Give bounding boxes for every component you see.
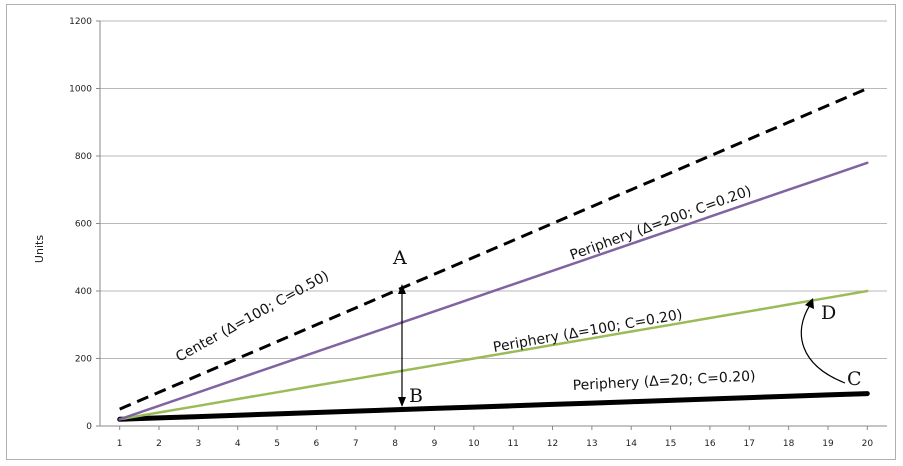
series-lines (117, 87, 870, 422)
x-tick-label: 3 (196, 439, 202, 449)
label-periphery-20: Periphery (Δ=20; C=0.20) (572, 368, 756, 394)
x-tick-label: 15 (665, 439, 676, 449)
y-tick-label: 400 (75, 287, 92, 297)
x-tick-label: 17 (744, 439, 755, 449)
chart-frame: 0 200 400 600 800 1000 1200 1 2 3 4 5 6 7 8 9 10 11 12 13 1… (6, 4, 896, 460)
label-periphery-100: Periphery (Δ=100; C=0.20) (492, 307, 684, 356)
ab-arrow-head-top (398, 284, 406, 294)
y-tick-label: 1000 (69, 85, 92, 95)
label-point-a: A (392, 247, 407, 269)
series-line-1 (118, 161, 869, 421)
y-tick-label: 1200 (69, 17, 92, 27)
label-point-d: D (821, 302, 836, 324)
y-axis-label: Units (33, 235, 46, 263)
x-tick-label: 10 (468, 439, 480, 449)
x-tick-label: 6 (314, 439, 320, 449)
x-tick-label: 8 (392, 439, 398, 449)
grid-lines (100, 20, 887, 359)
y-tick-label: 800 (75, 152, 92, 162)
x-tick-label: 9 (432, 439, 438, 449)
x-tick-label: 2 (156, 439, 162, 449)
axes (96, 20, 887, 430)
series-line-3 (117, 391, 870, 422)
y-tick-labels: 0 200 400 600 800 1000 1200 (69, 17, 92, 432)
label-point-c: C (847, 368, 862, 390)
series-line-0 (119, 87, 868, 411)
cd-arrow-head (805, 298, 814, 309)
x-tick-labels: 1 2 3 4 5 6 7 8 9 10 11 12 13 14 15 16 17 18 19 20 (117, 439, 874, 449)
series-line-2 (118, 289, 869, 421)
x-tick-label: 20 (862, 439, 874, 449)
x-tick-label: 1 (117, 439, 123, 449)
x-tick-label: 19 (822, 439, 834, 449)
x-tick-label: 18 (783, 439, 795, 449)
x-tick-label: 13 (586, 439, 597, 449)
x-tick-label: 14 (625, 439, 637, 449)
y-tick-label: 0 (86, 422, 92, 432)
x-tick-label: 16 (704, 439, 716, 449)
y-tick-label: 600 (75, 220, 92, 230)
cd-curved-arrow (800, 304, 846, 384)
annotations: A B C D Center (Δ=100; C=0.50) Periphery… (173, 183, 862, 407)
ab-arrow-head-bottom (398, 397, 406, 407)
x-tick-label: 4 (235, 439, 241, 449)
x-tick-label: 5 (274, 439, 280, 449)
x-tick-label: 11 (507, 439, 518, 449)
y-tick-label: 200 (75, 355, 92, 365)
label-point-b: B (409, 385, 423, 407)
x-tick-label: 12 (547, 439, 558, 449)
x-tick-label: 7 (353, 439, 359, 449)
